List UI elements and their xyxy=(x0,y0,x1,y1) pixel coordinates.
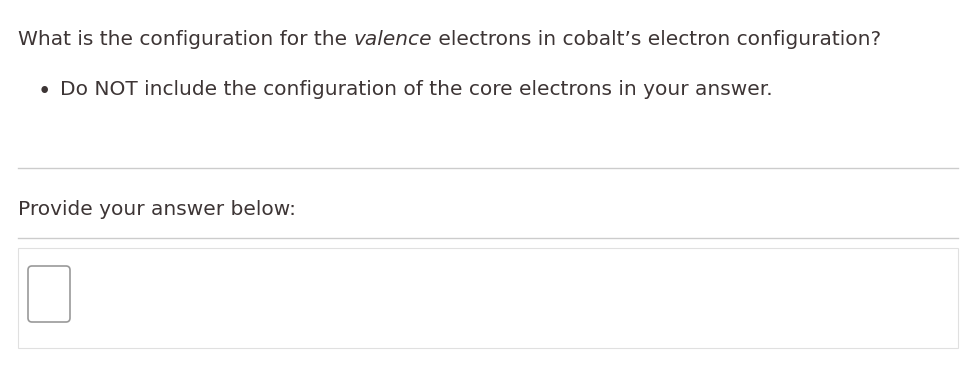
Text: What is the configuration for the: What is the configuration for the xyxy=(18,30,353,49)
Text: valence: valence xyxy=(353,30,432,49)
Text: electrons in cobalt’s electron configuration?: electrons in cobalt’s electron configura… xyxy=(432,30,881,49)
Text: •: • xyxy=(38,80,52,103)
Text: Provide your answer below:: Provide your answer below: xyxy=(18,200,296,219)
FancyBboxPatch shape xyxy=(18,248,958,348)
FancyBboxPatch shape xyxy=(28,266,70,322)
Text: Do NOT include the configuration of the core electrons in your answer.: Do NOT include the configuration of the … xyxy=(60,80,773,99)
